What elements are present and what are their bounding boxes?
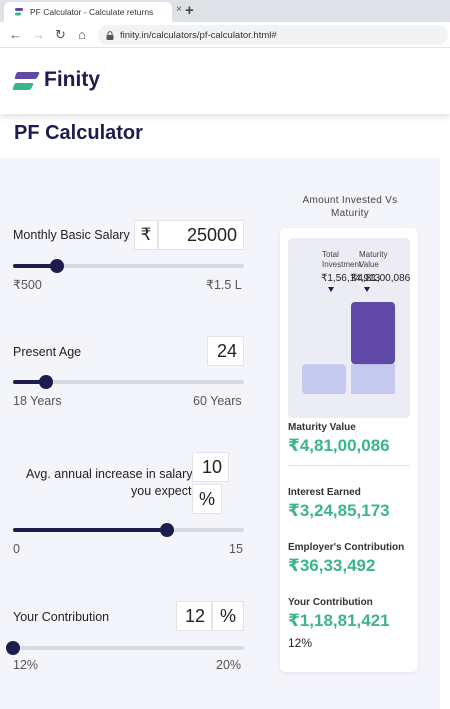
chart-title: Amount Invested Vs Maturity [302, 195, 398, 219]
contribution-min-label: 12% [13, 658, 39, 672]
maturity-label-line2: Value [359, 260, 379, 269]
contribution-slider[interactable] [6, 641, 244, 655]
age-slider-fill [13, 380, 47, 384]
your-contribution-percent: 12% [288, 636, 313, 650]
salary-slider-thumb[interactable] [49, 259, 64, 273]
increase-max-label: 15 [229, 542, 243, 556]
increase-label-line1: Avg. annual increase in salary [26, 467, 193, 481]
your-contribution-label: Your Contribution [288, 597, 373, 608]
salary-slider-fill [13, 264, 57, 268]
salary-max-label: ₹1.5 L [206, 278, 242, 292]
lock-icon [106, 30, 114, 40]
age-max-label: 60 Years [193, 394, 242, 408]
page-title: PF Calculator [14, 122, 143, 144]
invested-value-label: ₹1,56,14,913 [321, 273, 381, 284]
invested-label-line1: Total [322, 250, 339, 259]
logo-text[interactable]: Finity [44, 68, 100, 91]
maturity-value-amount: ₹4,81,00,086 [288, 436, 390, 455]
finity-favicon-icon [15, 8, 23, 16]
salary-min-label: ₹500 [13, 278, 42, 292]
browser-tab-bar: PF Calculator - Calculate returns × + [0, 0, 450, 22]
increase-min-label: 0 [13, 542, 20, 556]
url-field[interactable]: finity.in/calculators/pf-calculator.html… [98, 25, 448, 45]
browser-tab[interactable]: PF Calculator - Calculate returns [4, 2, 172, 22]
increase-unit: % [192, 484, 222, 514]
maturity-value-label-text: Maturity Value [288, 422, 356, 433]
results-divider [288, 465, 410, 466]
address-bar: ← → ↻ ⌂ finity.in/calculators/pf-calcula… [0, 22, 450, 48]
invested-label-line2: Investment [322, 260, 362, 269]
contribution-label: Your Contribution [13, 610, 110, 624]
age-input[interactable]: 24 [207, 336, 244, 366]
contribution-input[interactable]: 12 [176, 601, 212, 631]
back-arrow-icon[interactable]: ← [9, 27, 22, 42]
employer-contribution-amount: ₹36,33,492 [288, 556, 376, 575]
bar-maturity-value-returns-part [351, 302, 395, 365]
bar-maturity-value-invested-part [351, 364, 395, 394]
increase-slider-thumb[interactable] [160, 523, 175, 537]
invested-vs-maturity-chart: Total Investment Maturity Value ₹1,56,14… [302, 250, 410, 394]
tab-title: PF Calculator - Calculate returns [30, 7, 154, 17]
increase-input[interactable]: 10 [192, 452, 229, 482]
increase-label-line2: you expect [131, 484, 192, 498]
salary-label: Monthly Basic Salary [13, 228, 130, 242]
employer-contribution-label: Employer's Contribution [288, 542, 405, 553]
maturity-value-label: ₹4,81,00,086 [351, 273, 410, 284]
home-icon[interactable]: ⌂ [78, 27, 86, 42]
bar-total-investment [302, 364, 346, 394]
contribution-unit: % [212, 601, 244, 631]
salary-slider[interactable] [13, 259, 244, 273]
url-text: finity.in/calculators/pf-calculator.html… [120, 29, 277, 41]
contribution-slider-thumb[interactable] [6, 641, 20, 655]
age-label: Present Age [13, 345, 82, 359]
interest-earned-label: Interest Earned [288, 487, 361, 498]
reload-icon[interactable]: ↻ [55, 27, 66, 42]
maturity-pointer-icon [364, 287, 370, 292]
salary-input[interactable]: 25000 [158, 220, 244, 250]
interest-earned-amount: ₹3,24,85,173 [288, 501, 390, 520]
age-min-label: 18 Years [13, 394, 62, 408]
site-header: Finity [0, 48, 450, 114]
increase-slider[interactable] [13, 523, 244, 537]
your-contribution-amount: ₹1,18,81,421 [288, 611, 390, 630]
age-slider[interactable] [13, 375, 244, 389]
rupee-symbol: ₹ [134, 220, 158, 250]
tab-close-icon[interactable]: × [176, 4, 182, 15]
age-slider-thumb[interactable] [39, 375, 54, 389]
new-tab-icon[interactable]: + [185, 2, 194, 19]
contribution-max-label: 20% [216, 658, 242, 672]
forward-arrow-icon[interactable]: → [32, 27, 45, 42]
finity-logo-icon[interactable] [13, 70, 41, 94]
invested-pointer-icon [328, 287, 334, 292]
maturity-label-line1: Maturity [359, 250, 387, 259]
increase-slider-fill [13, 528, 168, 532]
